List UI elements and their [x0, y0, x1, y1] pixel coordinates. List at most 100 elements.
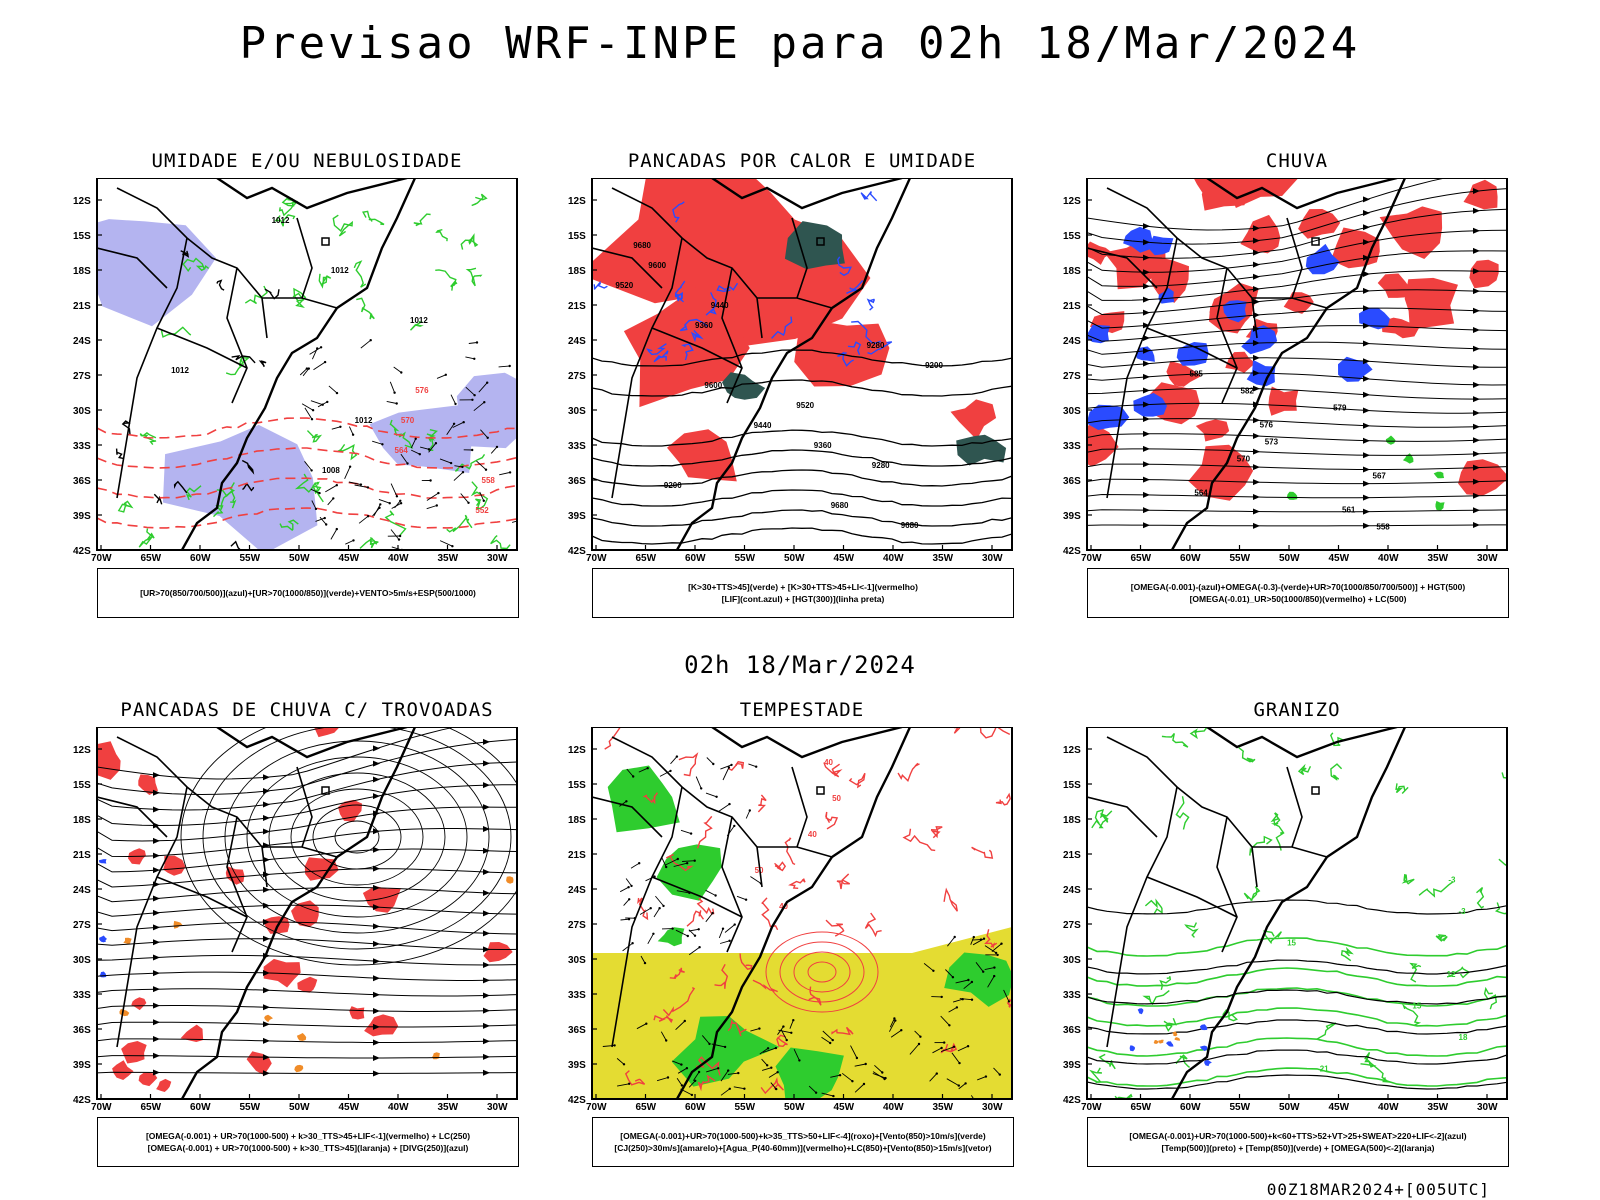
green-temp850-contour	[1418, 881, 1454, 898]
streamline-arrow	[263, 1004, 270, 1011]
red-region	[131, 997, 147, 1011]
wind-vector-head	[723, 1045, 727, 1049]
streamline-arrow	[483, 946, 490, 953]
wind-vector-head	[310, 418, 314, 421]
streamline-arrow	[1363, 287, 1370, 294]
country-borders	[1087, 736, 1328, 1048]
contour-label: -3	[1459, 907, 1467, 916]
wind-vector-head	[758, 1027, 761, 1030]
hgt300-line	[592, 489, 1012, 507]
red-contour	[678, 752, 699, 777]
wind-vector	[391, 502, 402, 509]
red-region	[1240, 214, 1281, 254]
red-contour	[642, 792, 658, 805]
green-contour	[225, 355, 250, 376]
streamline-arrow	[373, 991, 380, 998]
x-tick-label: 70W	[586, 1102, 607, 1113]
wind-vector-head	[708, 1042, 711, 1046]
green-contour	[274, 214, 296, 227]
wind-vector-head	[961, 998, 964, 1001]
isobar	[241, 459, 255, 475]
x-tick-label: 55W	[735, 553, 756, 564]
x-tick-label: 60W	[1180, 1102, 1201, 1113]
streamline-arrow	[1473, 188, 1480, 195]
wind-vector-head	[461, 471, 465, 474]
y-tick-label: 42S	[1063, 1095, 1081, 1106]
wind-vector-head	[1007, 1000, 1011, 1003]
green-region	[671, 1016, 780, 1087]
wind-vector	[511, 520, 517, 523]
wind-vector	[301, 403, 314, 411]
capital-marker	[321, 786, 330, 795]
legend-pancadas-calor: [K>30+TTS>45](verde) + [K>30+TTS>45+LI<-…	[592, 568, 1014, 618]
dashed-thickness-line	[97, 477, 517, 499]
high-pressure-ring	[246, 756, 468, 918]
wind-vector-head	[782, 1025, 785, 1028]
streamline-arrow	[1363, 271, 1370, 278]
streamline-arrow	[483, 1038, 490, 1045]
y-tick-label: 21S	[1063, 301, 1081, 312]
wind-vector	[393, 366, 402, 373]
y-tick-label: 24S	[568, 885, 586, 896]
jet-stream-area	[912, 927, 1012, 953]
green-temp850-contour	[1189, 727, 1208, 740]
streamline-arrow	[373, 745, 380, 752]
wind-vector-head	[714, 894, 717, 897]
wind-vector	[313, 361, 326, 371]
wind-vector	[793, 1049, 800, 1061]
y-tick-label: 30S	[1063, 406, 1081, 417]
x-tick-label: 55W	[735, 1102, 756, 1113]
green-region	[944, 952, 1012, 1007]
streamline-arrow	[1143, 296, 1150, 303]
wind-vector	[761, 1067, 772, 1071]
blue-region	[1158, 287, 1175, 304]
wind-vector	[677, 1067, 688, 1074]
streamline-arrow	[153, 806, 160, 813]
green-temp850-contour	[1365, 1056, 1391, 1083]
wind-vector-head	[814, 1091, 818, 1094]
red-contour	[776, 1034, 788, 1048]
contour-label: 9680	[901, 521, 919, 530]
panel-title: PANCADAS POR CALOR E UMIDADE	[627, 150, 977, 172]
green-region	[775, 1047, 844, 1099]
streamline-arrow	[1363, 437, 1370, 444]
legend-line: [OMEGA(-0.01)_UR>50(1000/850)(vermelho) …	[1189, 594, 1407, 604]
y-tick-label: 33S	[1063, 441, 1081, 452]
map-frame	[1086, 727, 1508, 1100]
x-tick-label: 40W	[1378, 553, 1399, 564]
streamline-arrow	[1143, 401, 1150, 408]
wind-vector-head	[1000, 942, 1003, 945]
y-tick-label: 21S	[568, 850, 586, 861]
red-contour	[995, 792, 1011, 806]
red-region	[262, 916, 290, 934]
red-contour	[836, 873, 851, 890]
streamline-arrow	[483, 1069, 490, 1076]
blue-region	[99, 935, 107, 943]
streamline-arrow	[483, 910, 490, 917]
x-tick-label: 30W	[1477, 1102, 1498, 1113]
map-tempestade: 405040504012S15S18S21S24S27S30S33S36S39S…	[568, 727, 1013, 1113]
y-tick-label: 36S	[568, 476, 586, 487]
green-region	[1433, 471, 1445, 479]
wind-vector-head	[972, 935, 975, 939]
streamline-arrow	[1253, 508, 1260, 515]
streamline-arrow	[263, 969, 270, 976]
streamline-arrow	[1473, 410, 1480, 417]
streamline-arrow	[1143, 309, 1150, 316]
y-tick-label: 33S	[1063, 990, 1081, 1001]
y-tick-label: 27S	[73, 920, 91, 931]
streamline-arrow	[1143, 522, 1150, 529]
x-tick-label: 60W	[1180, 553, 1201, 564]
contour-label: 9200	[925, 361, 943, 370]
wind-vector-head	[832, 1094, 835, 1098]
black-temp500-line	[1087, 1074, 1507, 1090]
y-tick-label: 15S	[73, 780, 91, 791]
wind-vector	[660, 1031, 667, 1041]
country-borders	[592, 187, 833, 499]
green-contour	[281, 196, 299, 207]
wind-vector-head	[406, 462, 409, 465]
streamline-arrow	[153, 837, 160, 844]
legend-line: [OMEGA(-0.001) + UR>70(1000-500) + k>30_…	[145, 1131, 471, 1141]
wind-vector-head	[484, 468, 488, 471]
